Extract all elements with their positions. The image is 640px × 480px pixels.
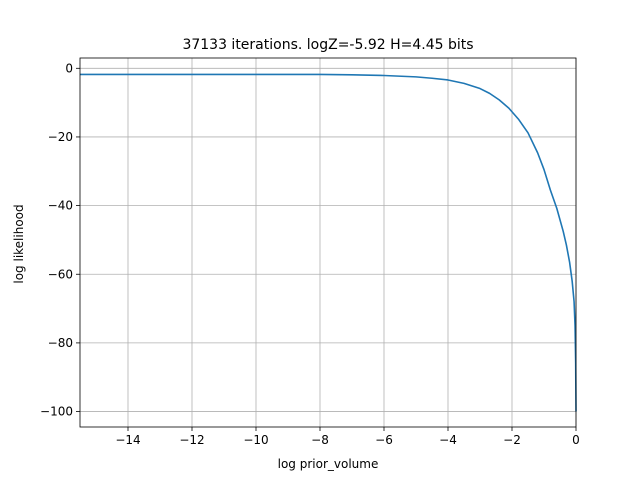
y-tick-label: −20 [48,130,73,144]
x-tick-label: −14 [115,433,140,447]
x-tick-label: −4 [439,433,457,447]
y-tick-label: −80 [48,336,73,350]
y-tick-label: −100 [40,405,73,419]
y-tick-label: −60 [48,267,73,281]
x-tick-label: −6 [375,433,393,447]
y-tick-label: −40 [48,199,73,213]
y-axis-ticks: 0 −20 −40 −60 −80 −100 [40,61,80,419]
series-line [80,73,577,412]
x-axis-ticks: −14 −12 −10 −8 −6 −4 −2 0 [115,427,580,447]
x-tick-label: −10 [243,433,268,447]
series-layer [80,73,577,412]
chart-title: 37133 iterations. logZ=-5.92 H=4.45 bits [182,37,473,53]
x-tick-label: −12 [179,433,204,447]
y-tick-label: 0 [65,61,73,75]
x-axis-label: log prior_volume [278,457,379,471]
plot-frame [79,57,577,428]
x-tick-label: −2 [503,433,521,447]
x-tick-label: 0 [572,433,580,447]
y-axis-label: log likelihood [12,204,26,283]
x-tick-label: −8 [311,433,329,447]
